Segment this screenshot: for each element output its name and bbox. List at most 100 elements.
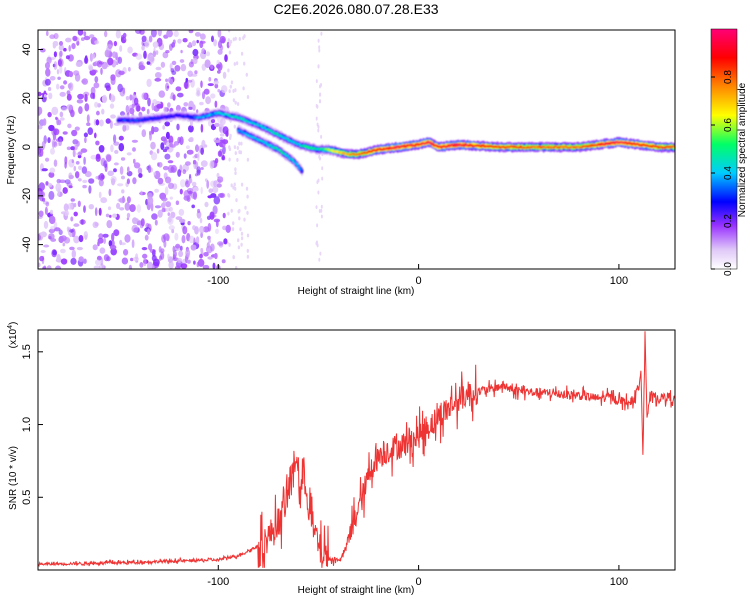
noise-speckle — [237, 238, 240, 243]
noise-speckle — [86, 114, 90, 123]
noise-speckle — [144, 234, 149, 241]
noise-speckle — [63, 47, 67, 52]
noise-speckle — [214, 139, 221, 143]
noise-speckle — [127, 166, 130, 173]
noise-speckle — [96, 110, 100, 116]
noise-speckle — [197, 152, 200, 161]
noise-speckle — [141, 45, 145, 51]
noise-speckle — [196, 210, 202, 219]
noise-speckle — [209, 160, 215, 169]
noise-speckle — [203, 252, 209, 257]
ridge-mark — [286, 137, 289, 140]
noise-speckle — [188, 125, 194, 133]
noise-speckle — [42, 118, 47, 126]
noise-speckle — [235, 198, 238, 203]
noise-speckle — [321, 166, 324, 171]
noise-speckle — [234, 186, 237, 191]
noise-speckle — [103, 160, 108, 168]
noise-speckle — [135, 253, 139, 261]
noise-speckle — [40, 250, 46, 253]
noise-speckle — [214, 252, 218, 260]
noise-speckle — [178, 208, 185, 216]
noise-speckle — [82, 184, 87, 189]
noise-speckle — [92, 221, 99, 229]
noise-speckle — [221, 37, 226, 44]
noise-speckle — [50, 148, 55, 155]
noise-speckle — [77, 200, 81, 207]
noise-speckle — [98, 191, 102, 199]
noise-speckle — [80, 219, 84, 225]
noise-speckle — [175, 86, 182, 92]
noise-speckle — [141, 129, 147, 138]
noise-speckle — [194, 226, 199, 235]
noise-speckle — [48, 92, 53, 100]
snr-y-tick-label: 1.5 — [21, 344, 33, 359]
noise-speckle — [121, 175, 125, 180]
noise-speckle — [92, 62, 98, 67]
noise-speckle — [208, 188, 213, 193]
chart-title: C2E6.2026.080.07.28.E33 — [273, 1, 438, 17]
noise-speckle — [53, 128, 60, 136]
noise-speckle — [151, 213, 158, 220]
noise-speckle — [99, 61, 104, 65]
noise-speckle — [168, 206, 173, 212]
noise-speckle — [168, 216, 172, 223]
noise-speckle — [228, 157, 231, 162]
noise-speckle — [235, 265, 238, 269]
noise-speckle — [188, 178, 192, 185]
noise-speckle — [217, 30, 222, 38]
noise-speckle — [63, 203, 69, 212]
noise-speckle — [216, 64, 221, 69]
noise-speckle — [181, 235, 186, 244]
noise-speckle — [320, 214, 323, 219]
noise-speckle — [118, 143, 125, 152]
noise-speckle — [59, 85, 65, 90]
noise-speckle — [200, 123, 204, 133]
noise-speckle — [197, 208, 201, 214]
noise-speckle — [98, 145, 105, 153]
noise-speckle — [78, 256, 84, 263]
noise-speckle — [111, 51, 117, 58]
noise-speckle — [165, 131, 170, 140]
snr-y-axis-title: SNR (10 * v/v) — [8, 446, 19, 510]
noise-speckle — [315, 79, 318, 84]
noise-speckle — [154, 205, 162, 209]
colorbar-tick-label: 0.8 — [723, 70, 734, 84]
noise-speckle — [321, 176, 324, 181]
noise-speckle — [81, 166, 88, 174]
noise-speckle — [172, 39, 176, 45]
noise-speckle — [210, 118, 216, 124]
noise-speckle — [182, 38, 188, 43]
noise-speckle — [81, 78, 88, 85]
noise-speckle — [152, 41, 159, 48]
noise-speckle — [106, 220, 113, 229]
noise-speckle — [59, 50, 63, 57]
noise-speckle — [129, 204, 136, 213]
noise-speckle — [53, 227, 61, 232]
noise-speckle — [167, 164, 174, 174]
snr-y-tick-label: 1.0 — [21, 417, 33, 432]
snr-x-tick-label: -100 — [207, 576, 229, 588]
noise-speckle — [231, 227, 235, 232]
noise-speckle — [228, 89, 231, 94]
noise-speckle — [240, 141, 243, 146]
noise-speckle — [158, 255, 162, 261]
noise-speckle — [147, 261, 154, 269]
noise-speckle — [244, 205, 247, 210]
noise-speckle — [56, 69, 60, 75]
noise-speckle — [164, 121, 170, 127]
noise-speckle — [120, 242, 126, 246]
noise-speckle — [232, 37, 235, 42]
snr-x-tick-label: 0 — [416, 576, 422, 588]
noise-speckle — [230, 183, 233, 188]
noise-speckle — [77, 93, 84, 100]
spectrogram-x-ticks: -100 0 100 — [207, 264, 628, 287]
noise-speckle — [95, 154, 101, 162]
spectrogram-x-tick-label: -100 — [207, 275, 229, 287]
noise-speckle — [131, 239, 135, 249]
noise-speckle — [192, 48, 199, 57]
noise-speckle — [174, 65, 181, 72]
noise-speckle — [95, 259, 101, 266]
noise-speckle — [128, 264, 133, 269]
noise-speckle — [100, 197, 108, 204]
